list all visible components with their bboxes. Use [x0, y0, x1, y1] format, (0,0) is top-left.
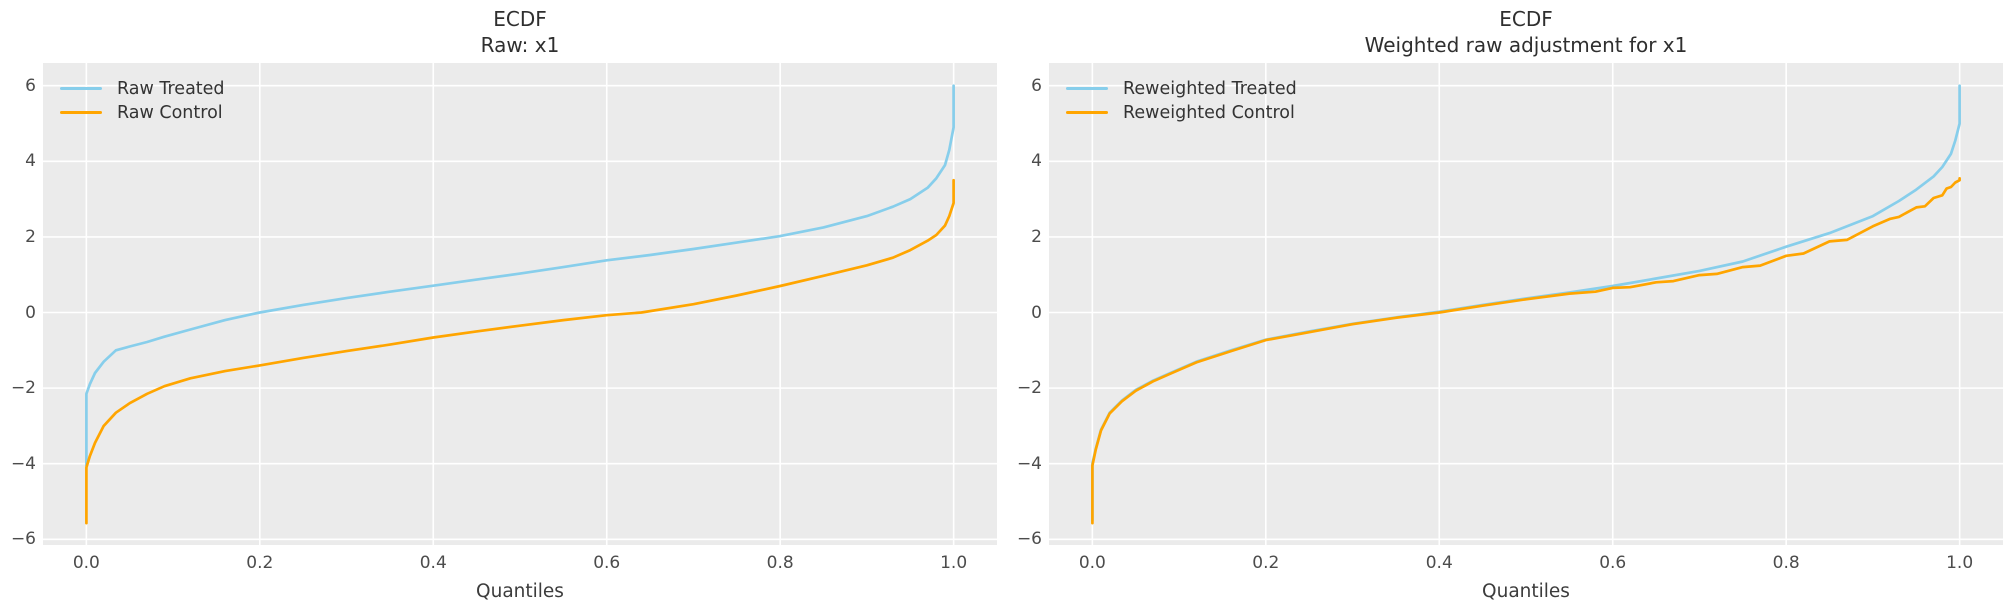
subplot-weighted: ECDF Weighted raw adjustment for x1 Rewe…: [1006, 0, 2011, 611]
legend-label: Reweighted Control: [1123, 103, 1295, 123]
series-line-raw-control: [85, 178, 955, 525]
y-tick-label: 0: [1031, 302, 1042, 323]
x-axis-label: Quantiles: [1482, 581, 1570, 602]
x-tick-label: 0.4: [419, 553, 447, 573]
x-axis-label: Quantiles: [476, 581, 564, 602]
legend-line-swatch: [60, 87, 102, 90]
legend-label: Raw Control: [117, 103, 223, 123]
plot-canvas: [43, 63, 997, 545]
y-tick-label: −6: [1016, 529, 1042, 550]
y-tick-label: 2: [1031, 226, 1042, 247]
y-tick-label: 6: [25, 75, 36, 96]
plot-title: ECDF Raw: x1: [480, 7, 560, 58]
y-tick-label: −2: [1016, 378, 1042, 399]
y-tick-label: −2: [10, 378, 36, 399]
y-tick-label: −4: [1016, 453, 1042, 474]
series-line-reweighted-control: [1091, 176, 1961, 525]
axes: Raw Treated Raw Control: [43, 63, 997, 545]
x-tick-label: 0.4: [1425, 553, 1453, 573]
legend-label: Raw Treated: [117, 79, 225, 99]
legend-line-swatch: [60, 111, 102, 114]
y-tick-label: 2: [25, 226, 36, 247]
axes: Reweighted Treated Reweighted Control: [1049, 63, 2003, 545]
x-tick-label: 1.0: [1946, 553, 1974, 573]
x-tick-label: 0.6: [593, 553, 621, 573]
legend-line-swatch: [1066, 111, 1108, 114]
x-tick-label: 0.2: [1252, 553, 1280, 573]
y-tick-label: 6: [1031, 75, 1042, 96]
plot-title: ECDF Weighted raw adjustment for x1: [1364, 7, 1688, 58]
series-line-raw-treated: [85, 84, 955, 467]
x-tick-label: 0.8: [1772, 553, 1800, 573]
x-tick-label: 0.0: [72, 553, 100, 573]
y-tick-label: 0: [25, 302, 36, 323]
y-tick-label: 4: [25, 151, 36, 172]
x-tick-label: 0.6: [1599, 553, 1627, 573]
plot-canvas: [1049, 63, 2003, 545]
legend-label: Reweighted Treated: [1123, 79, 1297, 99]
y-tick-label: −6: [10, 529, 36, 550]
x-tick-label: 0.0: [1078, 553, 1106, 573]
x-tick-label: 0.8: [766, 553, 794, 573]
subplot-raw: ECDF Raw: x1 Raw Treated Raw Control 6 4 2 0…: [0, 0, 1005, 611]
x-tick-label: 1.0: [940, 553, 968, 573]
legend-line-swatch: [1066, 87, 1108, 90]
y-tick-label: 4: [1031, 151, 1042, 172]
series-line-reweighted-treated: [1091, 84, 1961, 522]
y-tick-label: −4: [10, 453, 36, 474]
x-tick-label: 0.2: [246, 553, 274, 573]
